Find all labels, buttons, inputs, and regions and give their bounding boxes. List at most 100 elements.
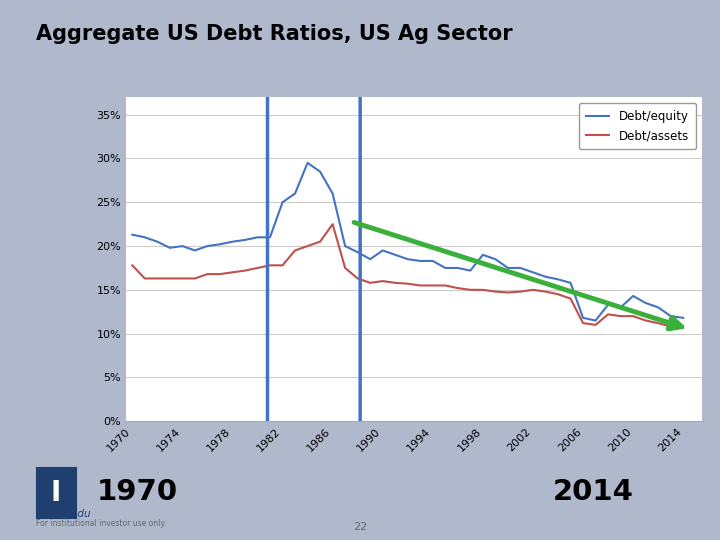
Debt/assets: [516, 288, 525, 295]
Debt/equity: [616, 304, 625, 310]
Debt/equity: [203, 243, 212, 249]
Debt/assets: [642, 318, 650, 324]
Debt/assets: [679, 324, 688, 330]
Text: Aggregate US Debt Ratios, US Ag Sector: Aggregate US Debt Ratios, US Ag Sector: [36, 24, 513, 44]
Debt/assets: [291, 247, 300, 254]
Debt/assets: [616, 313, 625, 319]
Debt/equity: [379, 247, 387, 254]
Debt/assets: [503, 289, 512, 296]
Debt/equity: [316, 168, 325, 175]
Legend: Debt/equity, Debt/assets: Debt/equity, Debt/assets: [579, 103, 696, 149]
Debt/equity: [554, 276, 562, 282]
Debt/assets: [466, 287, 474, 293]
Debt/equity: [454, 265, 462, 271]
Debt/equity: [166, 245, 174, 251]
Debt/assets: [191, 275, 199, 282]
Debt/equity: [266, 234, 274, 240]
Debt/equity: [140, 234, 149, 240]
Text: illinois.edu: illinois.edu: [36, 509, 91, 519]
Line: Debt/equity: Debt/equity: [132, 163, 683, 321]
Debt/equity: [278, 199, 287, 206]
Debt/equity: [654, 304, 662, 310]
Debt/assets: [416, 282, 425, 289]
Debt/equity: [541, 273, 550, 280]
Debt/equity: [416, 258, 425, 264]
Text: 22: 22: [353, 522, 367, 532]
Debt/equity: [128, 232, 137, 238]
Debt/assets: [153, 275, 161, 282]
Debt/equity: [191, 247, 199, 254]
Debt/assets: [654, 320, 662, 326]
Debt/equity: [228, 239, 237, 245]
Debt/equity: [642, 300, 650, 306]
Debt/assets: [479, 287, 487, 293]
Line: Debt/assets: Debt/assets: [132, 224, 683, 327]
Debt/equity: [403, 256, 412, 262]
Debt/equity: [466, 267, 474, 274]
Text: 1970: 1970: [97, 478, 179, 507]
Debt/equity: [579, 315, 588, 321]
Debt/equity: [291, 190, 300, 197]
Debt/assets: [166, 275, 174, 282]
Debt/equity: [566, 280, 575, 286]
Debt/equity: [428, 258, 437, 264]
Debt/equity: [528, 269, 537, 275]
Debt/equity: [491, 256, 500, 262]
Debt/equity: [215, 241, 224, 247]
Debt/equity: [153, 239, 161, 245]
Debt/assets: [428, 282, 437, 289]
Debt/assets: [203, 271, 212, 278]
Debt/equity: [441, 265, 449, 271]
Debt/assets: [491, 288, 500, 295]
Debt/assets: [316, 239, 325, 245]
Text: 2014: 2014: [553, 478, 634, 507]
Debt/assets: [591, 322, 600, 328]
Debt/equity: [516, 265, 525, 271]
Debt/assets: [341, 265, 349, 271]
Debt/equity: [178, 243, 186, 249]
Debt/equity: [679, 315, 688, 321]
Debt/equity: [366, 256, 374, 262]
Debt/equity: [629, 293, 637, 299]
Debt/assets: [266, 262, 274, 268]
Debt/equity: [341, 243, 349, 249]
Debt/equity: [328, 190, 337, 197]
Debt/assets: [178, 275, 186, 282]
Debt/assets: [667, 323, 675, 330]
Debt/assets: [354, 275, 362, 282]
Debt/assets: [128, 262, 137, 268]
Debt/assets: [391, 280, 400, 286]
Debt/assets: [253, 265, 262, 271]
Debt/equity: [503, 265, 512, 271]
Debt/equity: [253, 234, 262, 240]
Text: For institutional investor use only.: For institutional investor use only.: [36, 519, 166, 528]
Debt/assets: [579, 320, 588, 326]
Debt/assets: [403, 280, 412, 287]
Debt/assets: [366, 280, 374, 286]
Debt/assets: [278, 262, 287, 268]
Debt/equity: [604, 301, 613, 308]
Debt/assets: [541, 288, 550, 295]
Debt/assets: [215, 271, 224, 278]
Debt/assets: [629, 313, 637, 319]
Debt/equity: [240, 237, 249, 243]
Debt/assets: [454, 285, 462, 292]
Debt/equity: [303, 160, 312, 166]
Debt/assets: [604, 311, 613, 318]
Debt/assets: [566, 295, 575, 302]
Debt/assets: [303, 243, 312, 249]
Debt/assets: [554, 291, 562, 298]
Debt/assets: [328, 221, 337, 227]
Debt/assets: [228, 269, 237, 275]
Debt/assets: [441, 282, 449, 289]
Debt/equity: [591, 318, 600, 324]
Debt/assets: [240, 267, 249, 274]
Debt/assets: [528, 287, 537, 293]
Debt/equity: [391, 252, 400, 258]
Debt/assets: [379, 278, 387, 285]
Text: I: I: [50, 479, 61, 507]
Debt/assets: [140, 275, 149, 282]
Debt/equity: [479, 252, 487, 258]
Debt/equity: [667, 313, 675, 319]
Debt/equity: [354, 249, 362, 255]
